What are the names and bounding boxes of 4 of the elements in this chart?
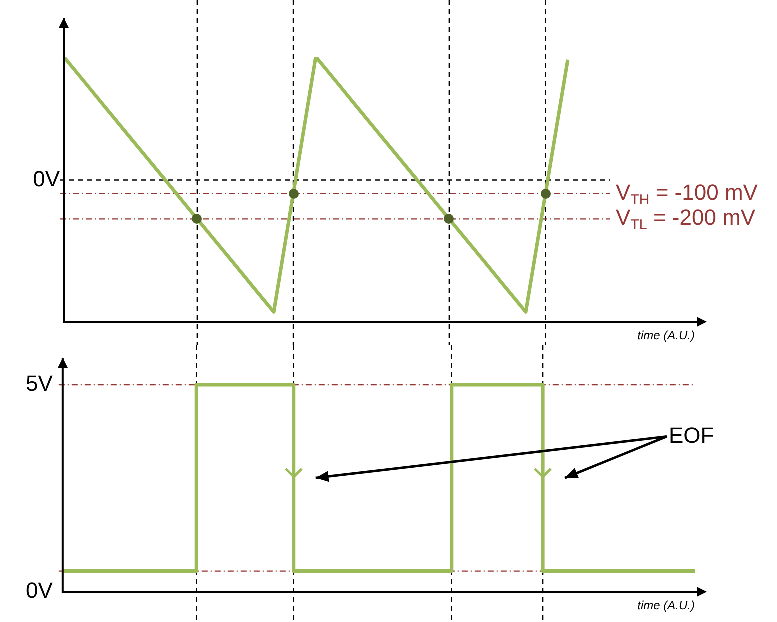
x-axis-title: time (A.U.)	[638, 598, 695, 612]
x-axis-title: time (A.U.)	[638, 328, 695, 342]
annotation: EOF	[669, 422, 714, 448]
y-tick-label: 5V	[26, 371, 54, 396]
